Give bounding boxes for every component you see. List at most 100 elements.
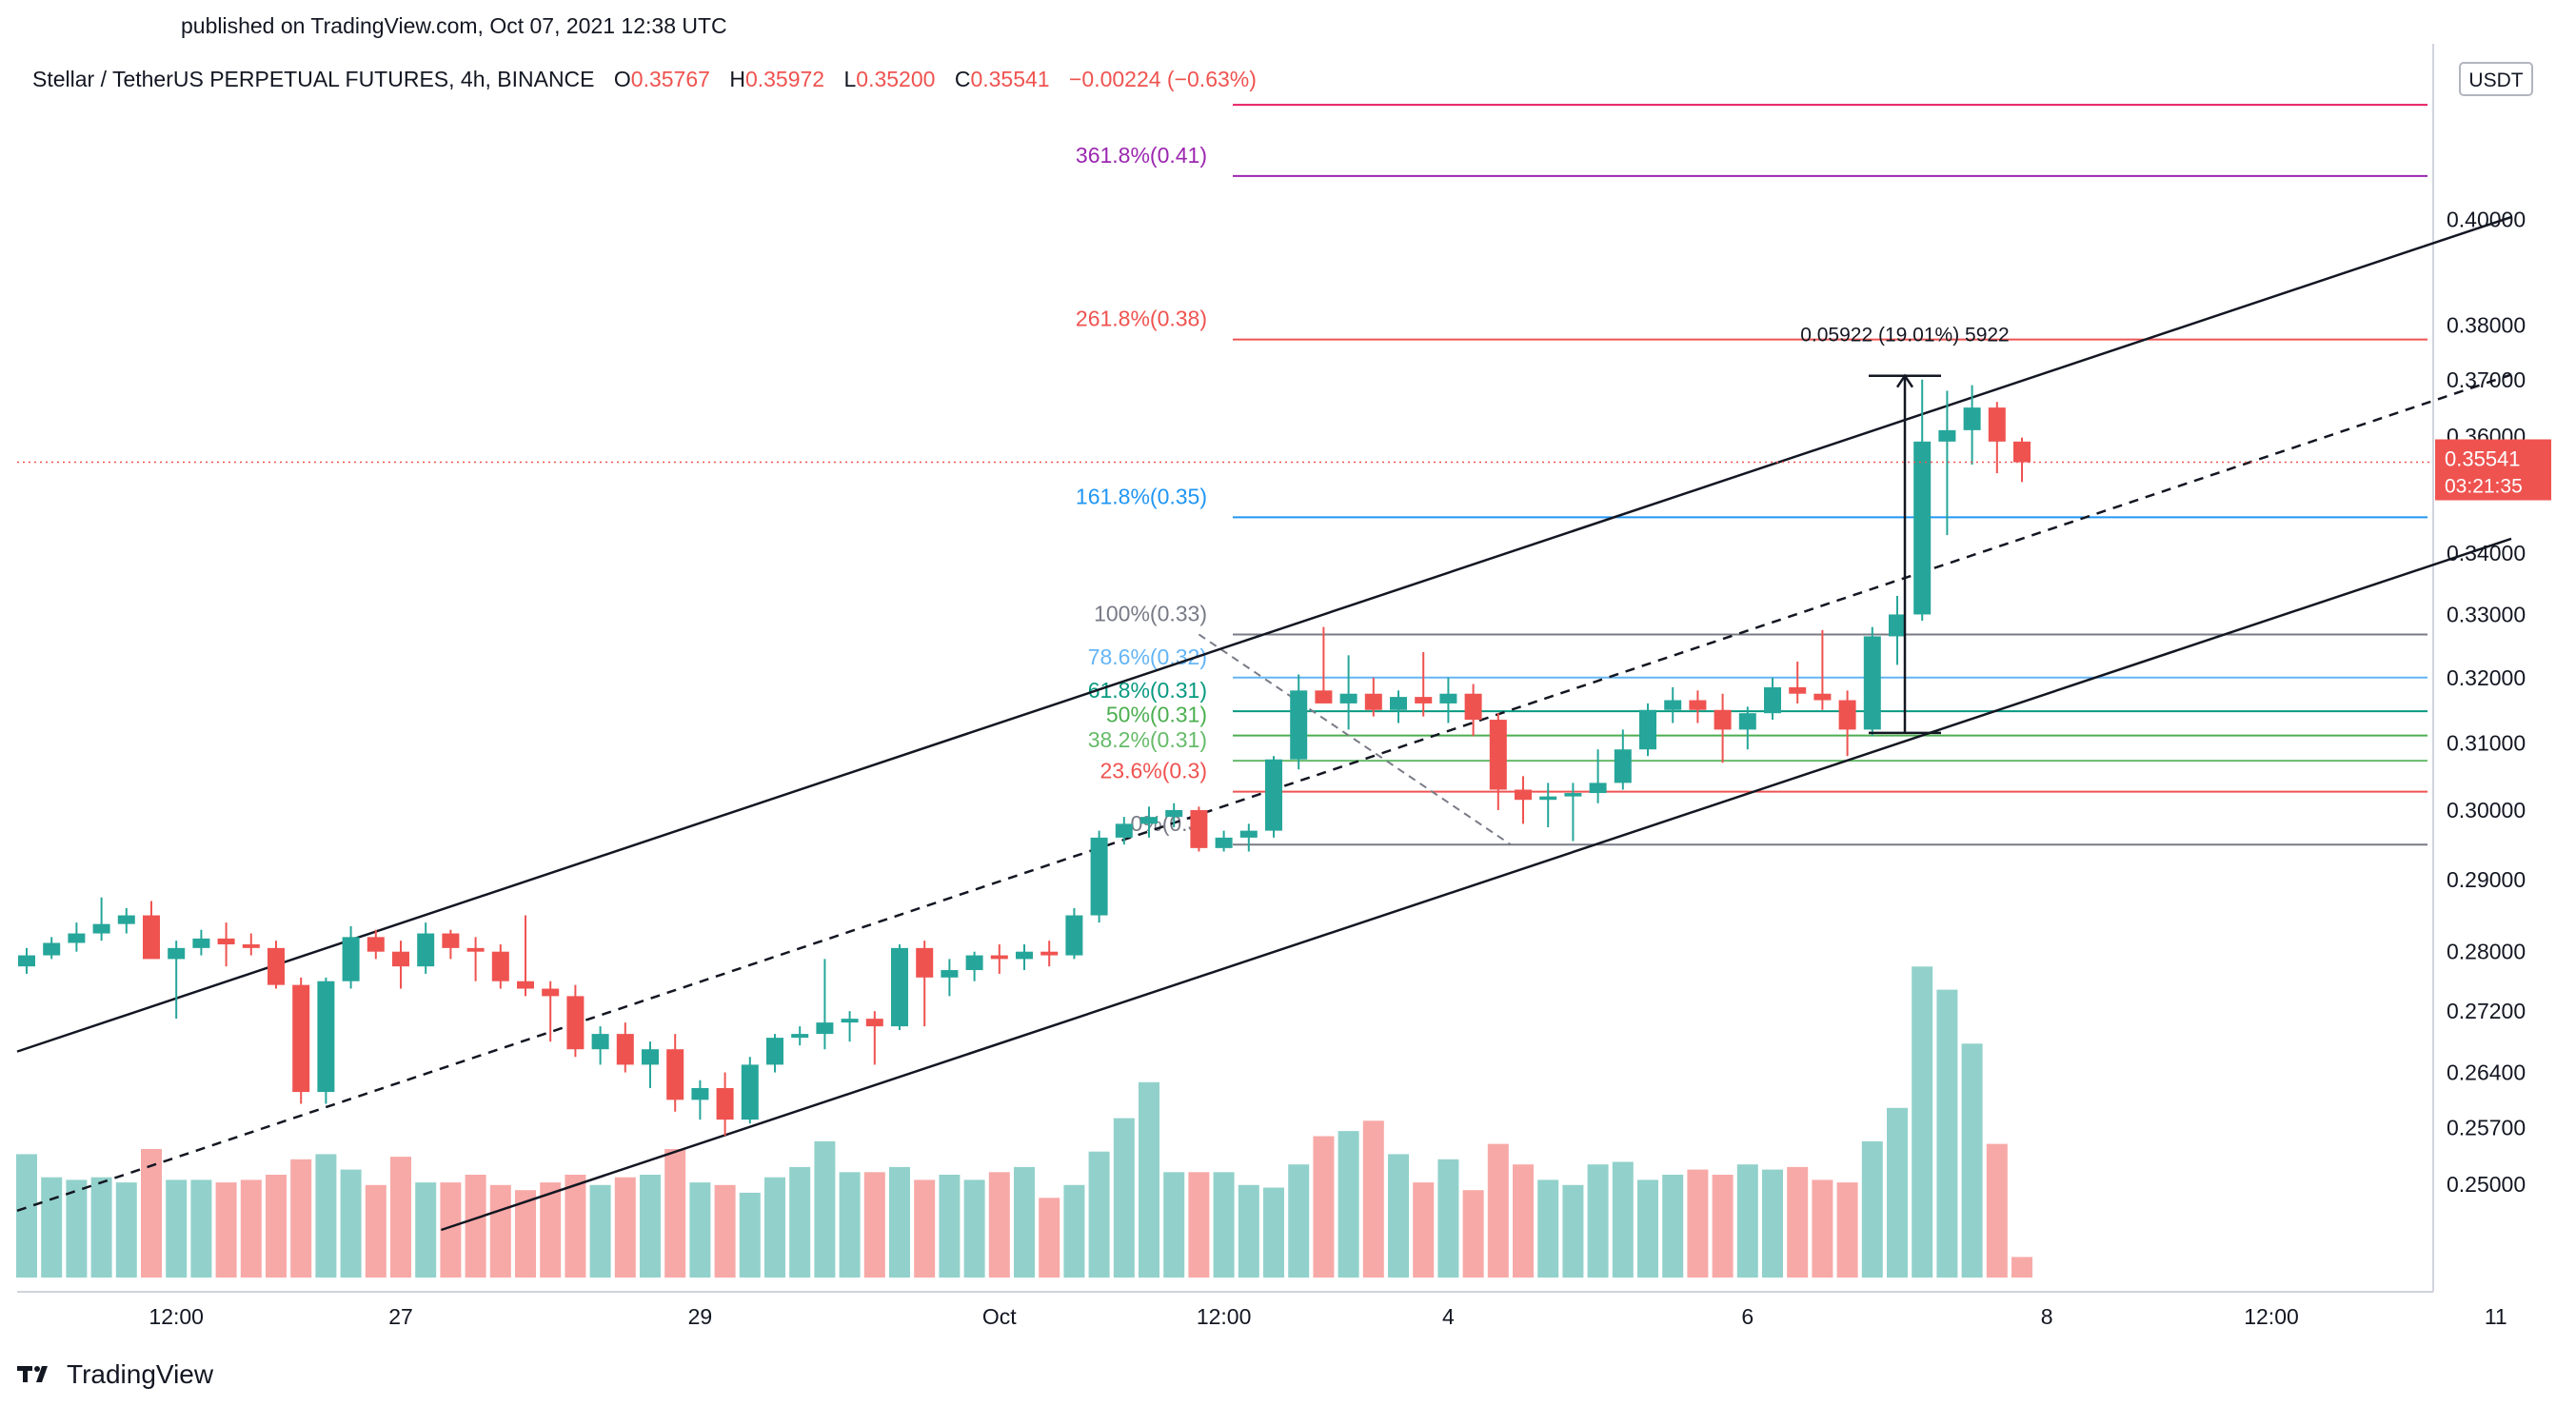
volume-bar <box>1462 1190 1484 1278</box>
volume-bar <box>1113 1118 1135 1278</box>
last-price-value: 0.35541 <box>2445 447 2521 471</box>
volume-bar <box>1139 1081 1159 1278</box>
symbol-legend[interactable]: Stellar / TetherUS PERPETUAL FUTURES, 4h… <box>32 67 1257 92</box>
volume-bar <box>764 1177 785 1278</box>
price-tick-label: 0.29000 <box>2447 867 2526 892</box>
price-tick-label: 0.28000 <box>2447 940 2526 964</box>
fib-level-label: 50%(0.31) <box>1106 703 1207 727</box>
price-tick-label: 0.25000 <box>2447 1172 2526 1197</box>
candle-body <box>1489 720 1507 790</box>
measure-arrow <box>1895 373 1914 388</box>
candle-body <box>1539 796 1557 801</box>
time-tick-label: 12:00 <box>149 1304 204 1329</box>
time-tick-label: 11 <box>2485 1304 2507 1329</box>
volume-bar <box>939 1175 961 1278</box>
candle-body <box>517 981 534 989</box>
candle-body <box>117 915 135 924</box>
fib-level-label: 78.6%(0.32) <box>1088 644 1207 669</box>
volume-bar <box>1213 1172 1235 1278</box>
candle-body <box>691 1087 709 1100</box>
candle-body <box>1564 793 1582 797</box>
volume-bar <box>90 1177 112 1278</box>
volume-bar <box>1039 1198 1060 1278</box>
candle-body <box>143 915 160 960</box>
volume-bar <box>1736 1164 1758 1278</box>
candle-body <box>1913 441 1932 615</box>
volume-bar <box>166 1179 188 1278</box>
volume-bar <box>1288 1164 1310 1278</box>
candle-body <box>816 1022 834 1035</box>
volume-bar <box>240 1179 262 1278</box>
candle-body <box>1589 783 1607 794</box>
volume-bar <box>1413 1182 1435 1278</box>
candle-body <box>1813 693 1832 701</box>
candle-body <box>242 944 260 948</box>
tradingview-logo[interactable]: TradingView <box>17 1359 213 1390</box>
channel-median-line <box>16 373 2512 1212</box>
candle-body <box>1639 709 1656 750</box>
candle-body <box>1090 837 1108 916</box>
candle-body <box>2013 441 2031 463</box>
close-label: C <box>954 67 971 91</box>
volume-bar <box>814 1140 836 1278</box>
candle-body <box>1838 700 1856 730</box>
volume-bar <box>664 1149 686 1278</box>
price-tick-label: 0.26400 <box>2447 1060 2526 1085</box>
volume-bar <box>1961 1043 1983 1278</box>
volume-bar <box>1812 1179 1833 1278</box>
price-tick-label: 0.27200 <box>2447 999 2526 1023</box>
candle-body <box>1265 759 1282 831</box>
time-tick-label: 27 <box>388 1304 413 1329</box>
candle-body <box>1165 809 1183 818</box>
candle-body <box>965 955 983 971</box>
price-tick-label: 0.30000 <box>2447 798 2526 822</box>
candle-body <box>766 1038 783 1065</box>
candle-body <box>891 947 908 1027</box>
volume-bar <box>1787 1166 1809 1278</box>
volume-bar <box>1762 1169 1783 1278</box>
last-price: 0.35541 03:21:35 <box>17 439 2551 501</box>
candle-body <box>1863 636 1881 730</box>
fib-extension: 0%(0.3)23.6%(0.3)38.2%(0.31)50%(0.31)61.… <box>1076 104 2427 846</box>
candle-body <box>1364 693 1382 710</box>
candle-body <box>566 996 585 1050</box>
volume-bar <box>1313 1136 1335 1278</box>
candle-body <box>716 1087 734 1120</box>
candle-body <box>417 933 435 967</box>
price-tick-label: 0.31000 <box>2447 730 2526 755</box>
candle-body <box>168 947 186 960</box>
candle-body <box>1889 614 1906 637</box>
volume-bar <box>1088 1151 1110 1278</box>
fib-trend-line <box>1198 633 1512 846</box>
time-tick-label: 12:00 <box>2244 1304 2299 1329</box>
candle-body <box>1315 690 1333 704</box>
volume-bar <box>589 1184 611 1278</box>
time-axis: 12:00 27 29 Oct 12:00 4 6 8 12:00 11 <box>149 1304 2507 1329</box>
price-tick-label: 0.38000 <box>2447 312 2526 337</box>
fib-level-label: 261.8%(0.38) <box>1076 307 1207 331</box>
volume-bar <box>340 1169 362 1278</box>
candle-body <box>1215 837 1233 848</box>
volume-bar <box>1986 1143 2008 1278</box>
volume-bar <box>789 1166 811 1278</box>
volume-bar <box>914 1179 936 1278</box>
candle-body <box>1339 693 1357 704</box>
volume-bar <box>66 1179 88 1278</box>
volume-bar <box>1238 1184 1259 1278</box>
candle-body <box>941 970 959 978</box>
open-value: 0.35767 <box>630 67 710 91</box>
close-value: 0.35541 <box>970 67 1050 91</box>
candle-body <box>1614 749 1632 783</box>
volume-bar <box>1836 1182 1858 1278</box>
candle-body <box>1938 429 1956 442</box>
volume-bar <box>465 1175 486 1278</box>
candle-body <box>1016 951 1033 960</box>
volume-bar <box>1687 1169 1709 1278</box>
volume-bar <box>1513 1164 1534 1278</box>
last-price-badge <box>2435 439 2551 501</box>
price-tick-label: 0.34000 <box>2447 541 2526 565</box>
volume-bar <box>565 1175 586 1278</box>
volume-bar <box>689 1182 711 1278</box>
candle-body <box>542 988 560 997</box>
